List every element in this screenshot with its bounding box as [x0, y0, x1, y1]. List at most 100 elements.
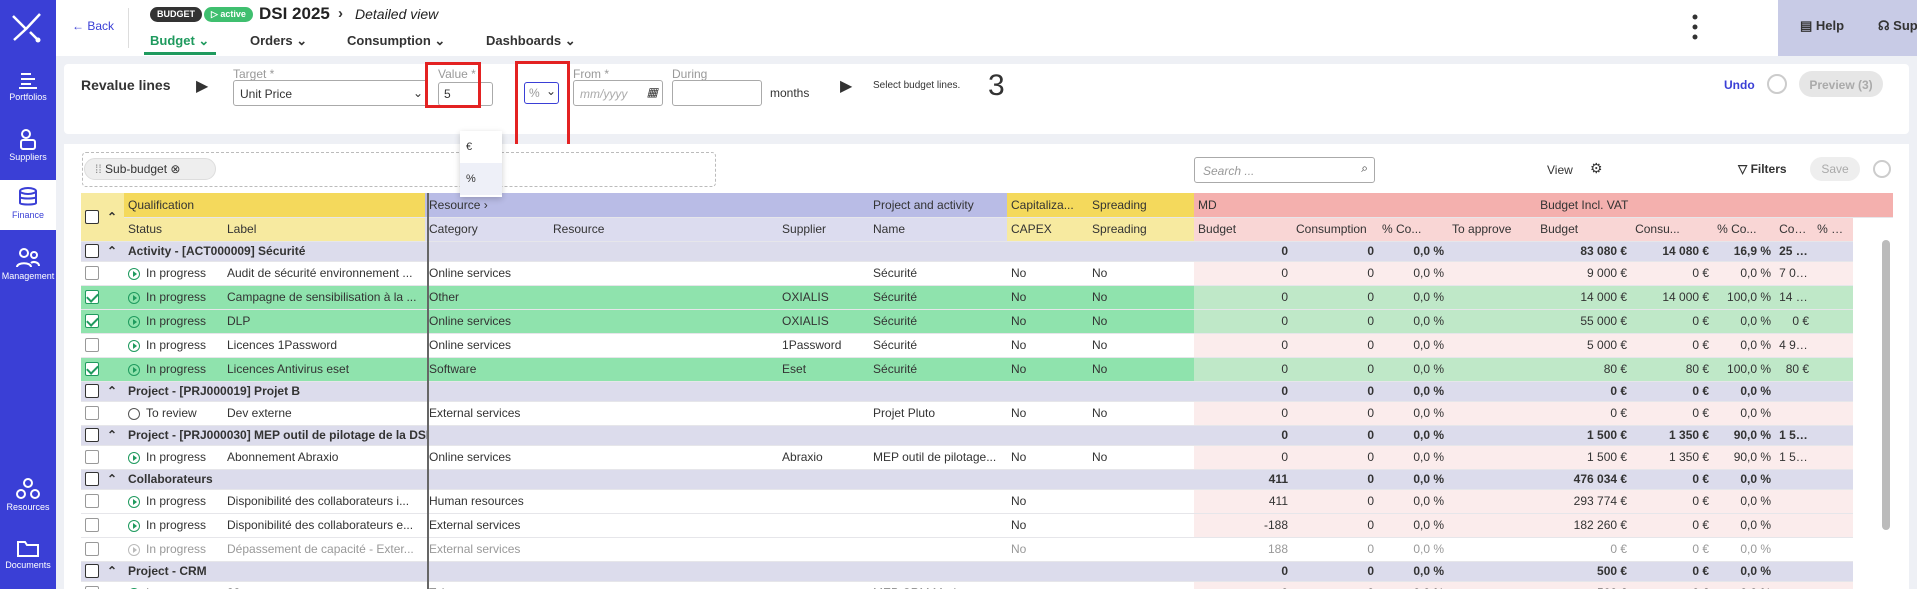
row-checkbox[interactable] [85, 406, 99, 421]
col-md-to-approve[interactable]: To approve [1448, 217, 1537, 242]
sidebar-item-documents[interactable]: Documents [0, 538, 56, 578]
group-row[interactable]: ⌃ Project - [PRJ000030] MEP outil de pilo… [81, 425, 1893, 446]
col-pct-committed[interactable]: % Co... [1813, 217, 1854, 242]
table-row[interactable]: In progress Licences Antivirus eset Softwa… [81, 357, 1893, 382]
col-md-pct[interactable]: % Co... [1378, 217, 1449, 242]
row-checkbox[interactable] [85, 244, 99, 259]
group-resource[interactable]: Resource › [425, 193, 870, 218]
row-checkbox[interactable] [85, 290, 99, 305]
tab-orders[interactable]: Orders ⌄ [250, 33, 307, 49]
group-row[interactable]: ⌃ Collaborateurs 411 0 0,0 % 476 034 €0 €0,0 … [81, 469, 1893, 490]
md-to-approve [1448, 425, 1537, 446]
col-pct-consumed[interactable]: % Co... [1713, 217, 1776, 242]
help-button[interactable]: ▤ Help [1800, 18, 1844, 34]
col-label[interactable]: Label [223, 217, 426, 242]
support-button[interactable]: ☊ Support [1878, 18, 1917, 34]
kebab-menu-icon[interactable] [1692, 14, 1698, 40]
md-to-approve [1448, 513, 1537, 538]
collapse-icon[interactable]: ⌃ [103, 469, 124, 490]
unit-option-euro[interactable]: € [466, 141, 473, 153]
table-row[interactable]: In progress Campagne de sensibilisation à… [81, 285, 1893, 310]
col-supplier[interactable]: Supplier [778, 217, 870, 242]
row-checkbox[interactable] [85, 314, 99, 329]
row-select-cell [81, 309, 103, 334]
table-row[interactable]: In progress33TelecomMEP CRM Market000,0 … [81, 581, 1893, 589]
tab-budget[interactable]: Budget ⌄ [150, 33, 209, 49]
undo-button[interactable]: Undo [1724, 78, 1755, 92]
row-checkbox[interactable] [85, 266, 99, 281]
col-md-consumption[interactable]: Consumption [1292, 217, 1379, 242]
sidebar-item-resources[interactable]: Resources [0, 478, 56, 518]
sidebar-item-management[interactable]: Management [0, 247, 56, 287]
collapse-all-icon[interactable]: ⌃ [103, 193, 124, 242]
sidebar-item-finance[interactable]: Finance [0, 180, 56, 230]
reset-icon[interactable] [1767, 74, 1787, 94]
col-budget[interactable]: Budget [1536, 217, 1632, 242]
sidebar-item-suppliers[interactable]: Suppliers [0, 128, 56, 168]
calendar-icon[interactable]: ▦ [646, 85, 658, 99]
app-logo-icon[interactable] [10, 10, 44, 44]
unit-select[interactable]: % ⌄ [524, 82, 559, 104]
table-row[interactable]: In progress DLP Online services OXIALIS Sécu… [81, 309, 1893, 334]
row-checkbox[interactable] [85, 564, 99, 579]
sub-budget-chip[interactable]: ⁞⁞ Sub-budget ⊗ [84, 158, 216, 180]
collapse-icon[interactable]: ⌃ [103, 381, 124, 402]
row-checkbox[interactable] [85, 428, 99, 443]
collapse-icon[interactable]: ⌃ [103, 241, 124, 262]
search-icon[interactable]: ⌕ [1361, 161, 1368, 175]
table-row[interactable]: In progress Disponibilité des collaborate… [81, 489, 1893, 514]
tab-consumption[interactable]: Consumption ⌄ [347, 33, 445, 49]
row-checkbox[interactable] [85, 450, 99, 465]
group-row[interactable]: ⌃ Project - CRM 0 0 0,0 % 500 €0 €0,0 % [81, 561, 1893, 582]
save-button[interactable]: Save [1810, 157, 1860, 181]
during-input[interactable] [672, 80, 762, 106]
row-checkbox[interactable] [85, 338, 99, 353]
col-status[interactable]: Status [124, 217, 223, 242]
table-row[interactable]: In progress Abonnement Abraxio Online serv… [81, 445, 1893, 470]
row-select-cell [81, 581, 103, 589]
collapse-icon[interactable]: ⌃ [103, 561, 124, 582]
category: External services [425, 401, 550, 426]
pct-consumed: 0,0 % [1713, 381, 1776, 402]
col-committed[interactable]: Comm... [1775, 217, 1814, 242]
col-spreading[interactable]: Spreading [1088, 217, 1195, 242]
unit-option-percent[interactable]: % [460, 163, 502, 195]
target-select[interactable]: Unit Price ⌄ [233, 80, 428, 106]
search-input[interactable]: Search ... ⌕ [1194, 157, 1375, 183]
table-row[interactable]: In progress Audit de sécurité environneme… [81, 261, 1893, 286]
row-checkbox[interactable] [85, 472, 99, 487]
table-row[interactable]: To review Dev externe External services Pro… [81, 401, 1893, 426]
col-resource[interactable]: Resource [549, 217, 779, 242]
sidebar-item-portfolios[interactable]: Portfolios [0, 70, 56, 110]
select-all-checkbox[interactable] [85, 210, 99, 225]
gear-icon[interactable]: ⚙ [1590, 160, 1603, 176]
row-checkbox[interactable] [85, 542, 99, 557]
group-drop-zone[interactable] [82, 152, 716, 187]
back-button[interactable]: ← Back [72, 19, 114, 33]
col-name[interactable]: Name [869, 217, 1008, 242]
table-row[interactable]: In progress Licences 1Password Online serv… [81, 333, 1893, 358]
refresh-icon[interactable] [1873, 160, 1891, 178]
group-row[interactable]: ⌃ Project - [PRJ000019] Projet B 0 0 0,0 % 0 … [81, 381, 1893, 402]
preview-button[interactable]: Preview (3) [1799, 71, 1883, 97]
collapse-icon[interactable]: ⌃ [103, 425, 124, 446]
table-row[interactable]: In progress Disponibilité des collaborate… [81, 513, 1893, 538]
col-consumption[interactable]: Consu... [1631, 217, 1714, 242]
filters-button[interactable]: ▽ Filters [1738, 162, 1787, 176]
group-row[interactable]: ⌃ Activity - [ACT000009] Sécurité 0 0 0,0 % 8… [81, 241, 1893, 262]
row-checkbox[interactable] [85, 384, 99, 399]
project-name: Projet Pluto [869, 401, 1008, 426]
table-row[interactable]: In progress Dépassement de capacité - Ext… [81, 537, 1893, 562]
col-capex[interactable]: CAPEX [1007, 217, 1089, 242]
row-checkbox[interactable] [85, 586, 99, 589]
row-checkbox[interactable] [85, 362, 99, 377]
col-md-budget[interactable]: Budget [1194, 217, 1293, 242]
row-checkbox[interactable] [85, 494, 99, 509]
col-category[interactable]: Category [425, 217, 550, 242]
row-checkbox[interactable] [85, 518, 99, 533]
vertical-scrollbar[interactable] [1882, 240, 1890, 530]
from-date-input[interactable]: mm/yyyy ▦ [573, 80, 663, 106]
tab-dashboards[interactable]: Dashboards ⌄ [486, 33, 576, 49]
from-placeholder: mm/yyyy [580, 87, 628, 101]
close-icon[interactable]: ⊗ [170, 162, 181, 176]
